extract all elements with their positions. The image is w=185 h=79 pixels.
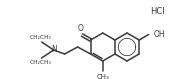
Text: CH₂CH₃: CH₂CH₃ <box>30 35 52 40</box>
Text: CH₃: CH₃ <box>96 74 109 79</box>
Text: HCl: HCl <box>150 6 165 15</box>
Text: O: O <box>78 24 84 33</box>
Text: OH: OH <box>154 30 165 39</box>
Text: CH₂CH₃: CH₂CH₃ <box>30 60 52 65</box>
Text: N: N <box>51 46 56 55</box>
